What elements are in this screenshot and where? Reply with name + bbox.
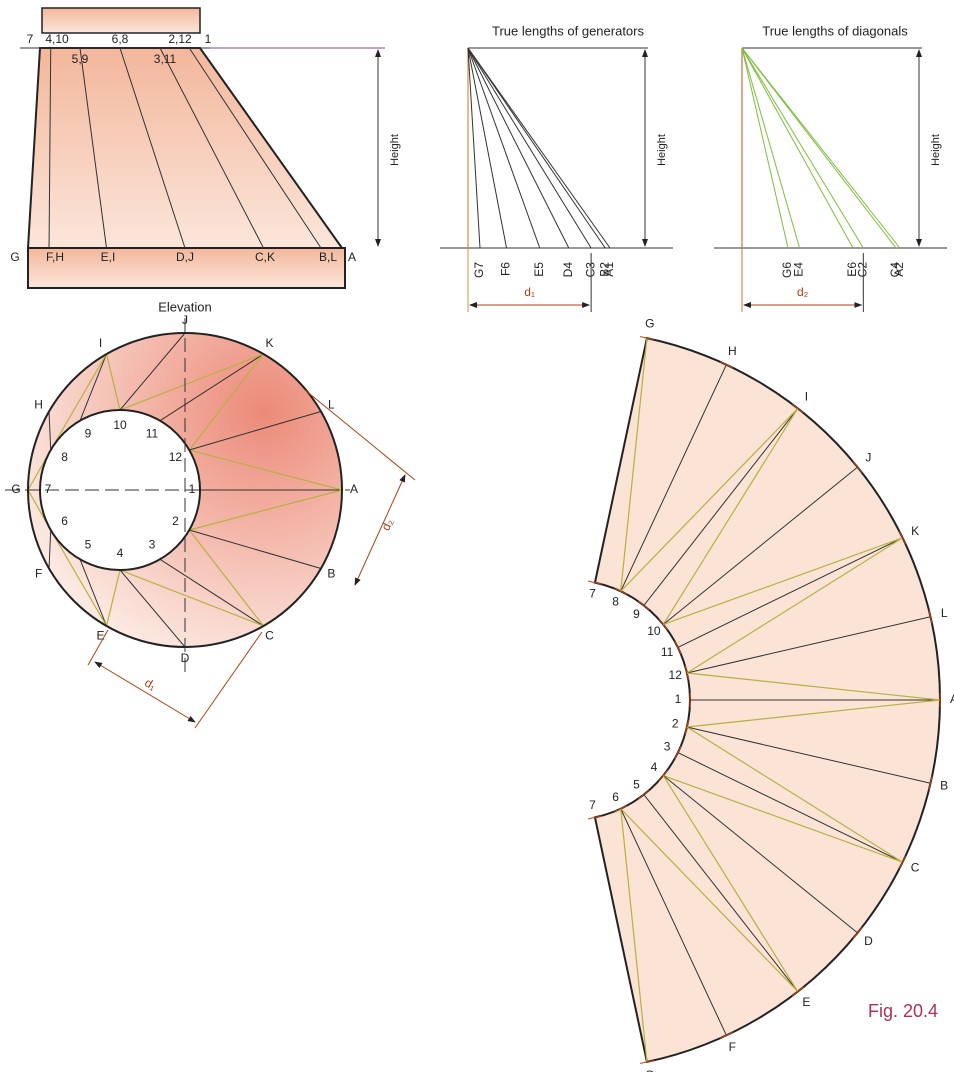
dim-line [95,662,195,722]
plan-outer-label: A [350,482,358,496]
dev-inner-label: 12 [669,668,683,682]
dim-label: d₁ [142,676,158,693]
base-label: E,I [101,250,116,264]
top-label: 7 [27,32,34,46]
base-label: G [10,250,19,264]
dim-label: d₂ [379,516,397,532]
base-label: A [348,250,356,264]
length-label: G7 [472,262,486,278]
top-label: 6,8 [112,32,129,46]
dev-outer-label: K [911,524,919,538]
figure-caption: Fig. 20.4 [868,1001,938,1021]
length-label: F6 [499,262,513,276]
height-label: Height [930,134,942,166]
plan-outer-label: C [265,629,274,643]
dev-outer-label: G [645,1068,654,1072]
plan-inner-label: 11 [146,427,159,441]
dev-inner-label: 6 [612,790,619,804]
dev-inner-label: 9 [633,607,640,621]
top-band [42,8,200,33]
length-label: A1 [602,262,616,277]
base-label: F,H [46,250,64,264]
dev-outer-label: B [940,779,948,793]
plan-inner-label: 4 [117,546,124,560]
top-label: 2,12 [168,32,192,46]
plan-outer-label: B [327,567,335,581]
true-length [468,48,569,248]
plan-outer-label: J [182,313,188,327]
plan-outer-label: D [181,651,190,665]
dev-outer-label: J [865,451,871,465]
length-label: A2 [892,262,906,277]
dev-inner-label: 7 [589,798,596,812]
plan-inner-label: 8 [61,450,68,464]
true-length [742,48,853,248]
mid-label: 3,11 [154,52,177,66]
dev-outer-label: E [802,995,810,1009]
plan-outer-label: I [99,336,102,350]
plan-outer-label: E [96,629,104,643]
height-label: Height [389,134,401,166]
base-label: C,K [255,250,275,264]
true-length [742,48,900,248]
plan-outer-label: G [11,482,20,496]
dim-line [355,475,405,585]
dim-label: d₂ [797,285,809,299]
plan-inner-label: 10 [113,418,127,432]
dim-label: d₁ [524,285,535,299]
height-label: Height [656,134,668,166]
plan-inner-label: 9 [85,427,92,441]
plan-inner-label: 5 [85,538,92,552]
true-length [742,48,800,248]
plan-outer-label: K [265,336,273,350]
dev-outer-label: H [728,344,737,358]
dev-outer-label: F [729,1040,736,1054]
plan-inner-label: 12 [169,450,183,464]
dim-ext [270,590,360,640]
dev-inner-label: 2 [672,716,679,730]
dev-outer-label: G [645,317,654,331]
true-length [468,48,591,248]
true-length [742,48,863,248]
dev-inner-label: 3 [664,740,671,754]
plan-inner-label: 1 [189,482,196,496]
dev-inner-label: 5 [633,777,640,791]
length-label: D4 [561,262,575,278]
length-label: C3 [583,262,597,278]
dev-outer-label: A [950,692,954,706]
drawing: Elevation True lengths of generators Tru… [0,0,954,1072]
dev-inner-label: 7 [589,587,596,601]
length-label: E5 [532,262,546,277]
diagonals-title: True lengths of diagonals [762,23,908,38]
dev-inner-label: 11 [661,645,674,659]
dev-outer-label: D [864,934,873,948]
top-label: 1 [205,32,212,46]
plan-outer-label: F [35,567,42,581]
top-label: 4,10 [45,32,69,46]
dev-inner-label: 1 [675,692,682,706]
dev-inner-label: 8 [612,594,619,608]
dev-outer-label: I [805,390,808,404]
dev-outer-label: L [941,606,948,620]
generators-title: True lengths of generators [492,23,644,38]
plan-inner-label: 3 [149,538,156,552]
plan-inner-label: 6 [61,514,68,528]
frustum [28,48,342,248]
base-label: B,L [319,250,337,264]
length-label: C2 [855,262,869,278]
true-length [468,48,605,248]
length-label: E4 [792,262,806,277]
dev-outer-label: C [911,861,920,875]
dev-inner-label: 4 [651,760,658,774]
plan-outer-label: H [34,398,43,412]
true-length [468,48,610,248]
plan-inner-label: 2 [172,514,179,528]
plan-inner-label: 7 [45,482,52,496]
dev-inner-label: 10 [647,624,661,638]
mid-label: 5,9 [72,52,89,66]
base-label: D,J [176,250,194,264]
